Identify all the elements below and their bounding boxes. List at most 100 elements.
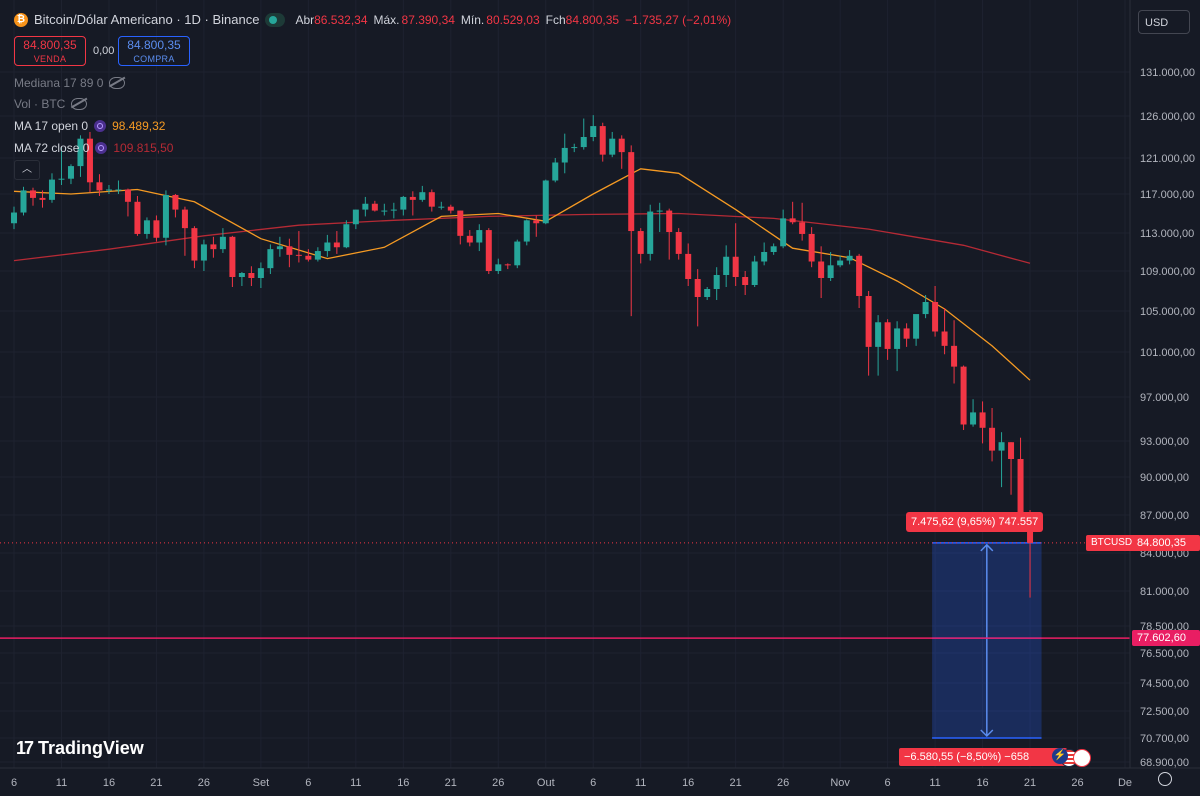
candle[interactable] [637,231,644,254]
hidden-eye-icon[interactable] [109,77,126,89]
settings-icon[interactable] [1158,772,1172,786]
candle[interactable] [67,166,74,179]
symbol-title[interactable]: Bitcoin/Dólar Americano · 1D · Binance [34,12,260,27]
candle[interactable] [381,210,388,212]
candle[interactable] [219,236,226,250]
candle[interactable] [390,209,397,211]
candle[interactable] [229,236,236,277]
candle[interactable] [742,277,749,285]
candle[interactable] [941,331,948,346]
indicator-median[interactable]: Mediana 17 89 0 [14,76,126,90]
candle[interactable] [675,232,682,254]
candle[interactable] [799,222,806,234]
candle[interactable] [276,246,283,250]
candle[interactable] [504,264,511,266]
candle[interactable] [523,220,530,242]
candle[interactable] [609,138,616,155]
candle[interactable] [86,138,93,183]
candle[interactable] [903,328,910,339]
candle[interactable] [295,254,302,256]
candle[interactable] [96,182,103,191]
candle[interactable] [723,256,730,275]
candle[interactable] [352,209,359,225]
candle[interactable] [124,189,131,202]
candle[interactable] [875,322,882,347]
candle[interactable] [305,255,312,260]
candle[interactable] [1017,459,1024,521]
ma17-line[interactable] [13,168,1031,381]
candle[interactable] [960,366,967,425]
candle[interactable] [324,242,331,252]
candle[interactable] [865,296,872,347]
candle[interactable] [362,203,369,210]
candle[interactable] [134,201,141,234]
candle[interactable] [48,179,55,200]
candle[interactable] [932,302,939,332]
indicator-ma17[interactable]: MA 17 open 0 98.489,32 [14,119,165,133]
lightning-icon[interactable]: ⚡ [1052,748,1068,764]
measure-down-label[interactable]: −6.580,55 (−8,50%) −658 [899,748,1067,766]
candle[interactable] [580,137,587,148]
candle[interactable] [314,251,321,260]
candle[interactable] [428,192,435,207]
candle[interactable] [628,152,635,232]
candle[interactable] [922,302,929,315]
candle[interactable] [343,224,350,248]
candle[interactable] [181,209,188,229]
candle[interactable] [172,194,179,210]
candle[interactable] [694,279,701,297]
candle[interactable] [400,196,407,210]
candle[interactable] [1008,442,1015,459]
candle[interactable] [571,147,578,149]
candle[interactable] [818,261,825,279]
candle[interactable] [77,138,84,167]
candle[interactable] [267,249,274,269]
buy-button[interactable]: 84.800,35 COMPRA [118,36,190,66]
candle[interactable] [257,268,264,278]
candle[interactable] [248,273,255,278]
candle[interactable] [704,289,711,297]
sell-button[interactable]: 84.800,35 VENDA [14,36,86,66]
candle[interactable] [808,233,815,262]
candle[interactable] [542,180,549,224]
indicator-ma72[interactable]: MA 72 close 0 109.815,50 [14,141,173,155]
candle[interactable] [495,264,502,271]
candle[interactable] [713,275,720,289]
candle[interactable] [371,203,378,211]
currency-selector[interactable]: USD [1138,10,1190,34]
candle[interactable] [618,138,625,153]
candle[interactable] [837,260,844,266]
hidden-eye-icon[interactable] [71,98,88,110]
candle[interactable] [666,210,673,233]
candle[interactable] [846,255,853,261]
candle[interactable] [153,220,160,238]
candle[interactable] [732,256,739,277]
measure-up-label[interactable]: 7.475,62 (9,65%) 747.557 [906,512,1044,532]
candle[interactable] [533,220,540,224]
candle[interactable] [970,412,977,425]
candle[interactable] [191,228,198,261]
collapse-legend-button[interactable]: ︿ [14,160,40,180]
candle[interactable] [210,244,217,250]
candle[interactable] [162,194,169,238]
candle[interactable] [409,196,416,200]
candle[interactable] [333,242,340,248]
candle[interactable] [894,328,901,349]
candle[interactable] [685,253,692,279]
candle[interactable] [11,212,17,224]
candle[interactable] [647,211,654,254]
candle[interactable] [438,206,445,208]
candle[interactable] [856,255,863,296]
candle[interactable] [476,230,483,243]
candle[interactable] [599,126,606,155]
candle[interactable] [115,189,122,191]
candle[interactable] [39,197,46,200]
candle[interactable] [998,442,1005,451]
candle[interactable] [143,220,150,234]
candle[interactable] [789,218,796,223]
candle[interactable] [656,210,663,212]
candle[interactable] [827,265,834,278]
candle[interactable] [485,230,492,271]
candle[interactable] [751,261,758,286]
